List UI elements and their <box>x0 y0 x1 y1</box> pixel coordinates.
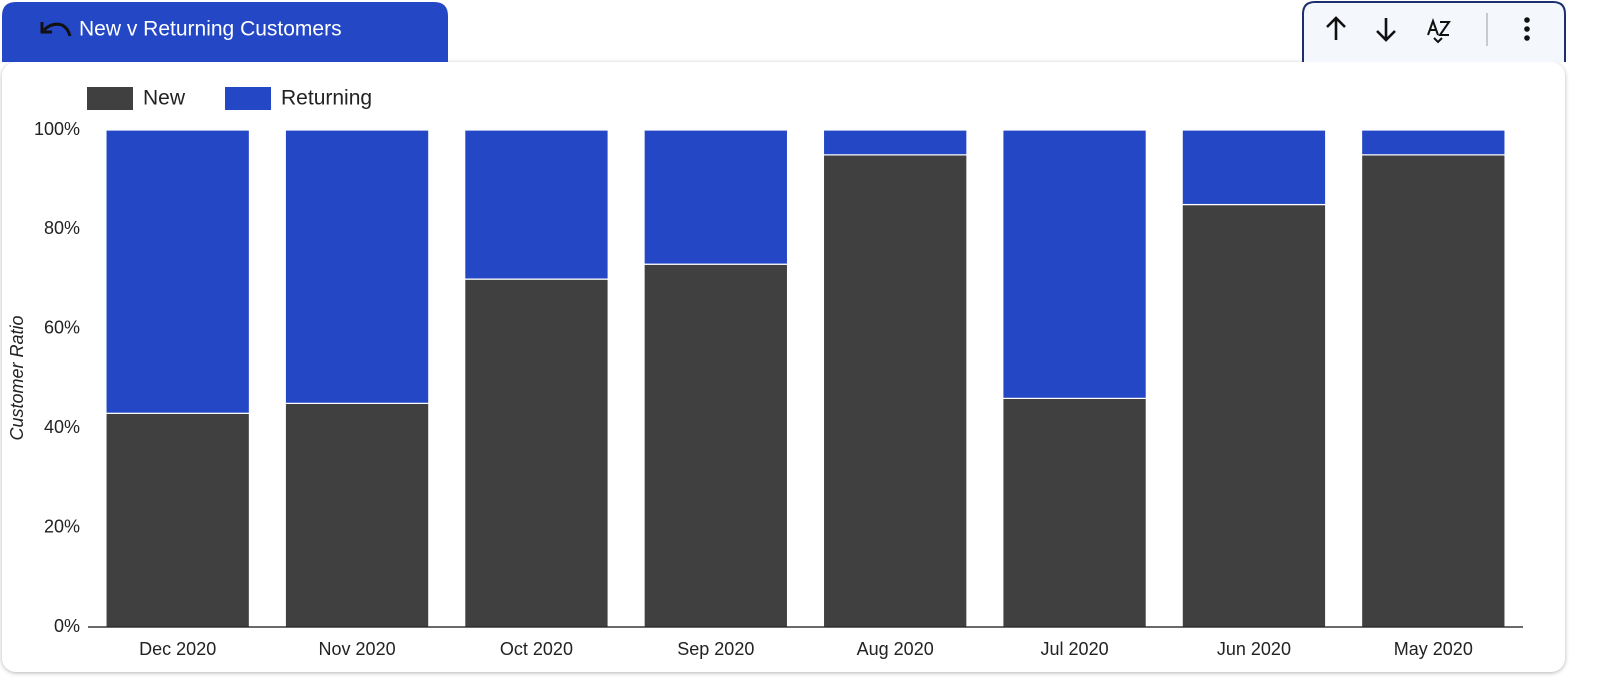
bar-segment <box>105 412 251 628</box>
bar-segment <box>1360 129 1506 156</box>
bar-segment <box>1002 397 1147 628</box>
x-tick-label: Dec 2020 <box>139 639 216 659</box>
legend-swatch <box>87 87 133 110</box>
x-tick-label: Nov 2020 <box>319 639 396 659</box>
undo-icon[interactable] <box>40 22 72 37</box>
bar-segment <box>464 278 609 628</box>
bar-segment <box>643 263 789 628</box>
chart-title: New v Returning Customers <box>79 18 342 41</box>
bar-segment <box>643 129 789 265</box>
y-tick-label: 60% <box>44 318 80 338</box>
x-tick-label: Aug 2020 <box>857 639 934 659</box>
sort-az-icon[interactable] <box>1427 18 1451 44</box>
bar-segment <box>1181 203 1327 628</box>
x-tick-label: Sep 2020 <box>677 639 754 659</box>
legend-swatch <box>225 87 272 110</box>
y-tick-label: 40% <box>44 417 80 437</box>
bar-segment <box>822 154 968 628</box>
legend-label: New <box>143 87 186 110</box>
bar-segment <box>464 129 609 280</box>
bar-segment <box>1002 129 1147 399</box>
bar-segment <box>284 129 430 404</box>
sort-up-icon[interactable] <box>1326 16 1346 40</box>
bar-segment <box>105 129 251 414</box>
y-axis-label: Customer Ratio <box>7 315 27 440</box>
x-tick-label: May 2020 <box>1394 639 1473 659</box>
bar-segment <box>284 402 430 628</box>
more-icon[interactable] <box>1524 17 1530 41</box>
legend-label: Returning <box>281 87 372 110</box>
y-tick-label: 20% <box>44 516 80 536</box>
bar-segment <box>822 129 968 156</box>
bar-segment <box>1181 129 1327 206</box>
x-tick-label: Oct 2020 <box>500 639 573 659</box>
x-tick-label: Jul 2020 <box>1041 639 1109 659</box>
y-tick-label: 100% <box>34 119 80 139</box>
title-tab[interactable] <box>2 2 448 62</box>
y-tick-label: 0% <box>54 616 80 636</box>
toolbar <box>1302 1 1566 62</box>
x-tick-label: Jun 2020 <box>1217 639 1291 659</box>
y-tick-label: 80% <box>44 218 80 238</box>
sort-down-icon[interactable] <box>1376 18 1396 42</box>
bar-segment <box>1360 154 1506 628</box>
